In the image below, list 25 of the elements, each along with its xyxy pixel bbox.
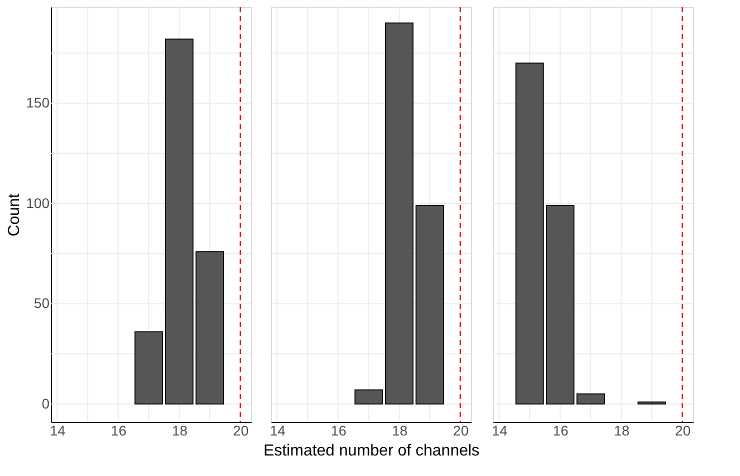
x-tick-label: 16 [110,422,127,438]
x-tick-label: 14 [270,422,286,438]
x-tick-label: 14 [492,422,508,438]
bar [638,401,666,404]
bar [165,38,194,404]
bar [546,204,574,404]
x-tick-label: 16 [552,422,569,438]
x-tick-label: 18 [392,422,408,438]
x-axis-title: Estimated number of channels [263,442,480,460]
y-tick-label: 150 [26,94,50,111]
bar [196,251,224,404]
bar [134,331,163,404]
bar [576,393,605,404]
y-axis-title: Count [6,193,24,236]
x-tick-label: 14 [50,422,66,438]
y-tick-label: 50 [34,295,50,312]
x-tick-label: 20 [675,422,691,438]
x-tick-label: 18 [614,422,630,438]
x-tick-label: 18 [172,422,188,438]
x-tick-label: 16 [330,422,347,438]
bar [515,62,544,404]
y-tick-label: 100 [26,194,50,211]
x-tick-label: 20 [453,422,469,438]
y-tick-label: 0 [42,395,50,412]
x-tick-label: 20 [233,422,249,438]
